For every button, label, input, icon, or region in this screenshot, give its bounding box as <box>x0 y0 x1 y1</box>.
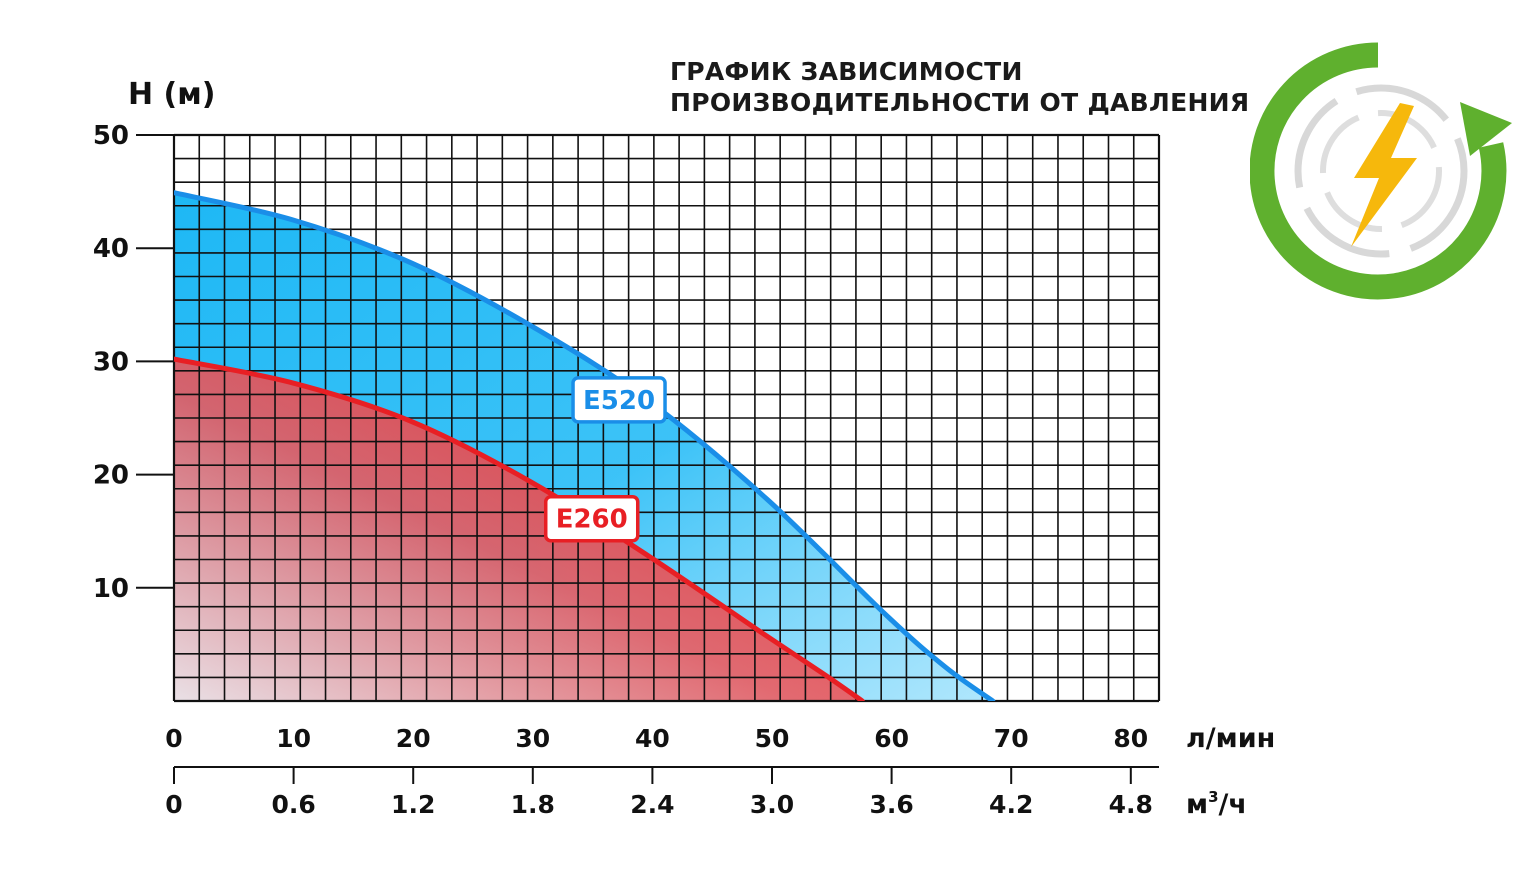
series-area-e260 <box>174 359 863 701</box>
chart-title-line-2: ПРОИЗВОДИТЕЛЬНОСТИ ОТ ДАВЛЕНИЯ <box>670 88 1250 117</box>
green-cycle-lightning-icon <box>1250 42 1512 300</box>
x-primary-tick-label: 0 <box>165 724 182 753</box>
x-secondary-tick-label: 0 <box>165 790 182 819</box>
y-tick-label: 50 <box>93 121 129 151</box>
y-axis-label: H (м) <box>128 77 216 112</box>
x-secondary-tick-label: 3.6 <box>869 790 913 819</box>
y-tick-label: 20 <box>93 461 129 491</box>
energy-saving-logo <box>1250 42 1512 300</box>
x-primary-tick-label: 30 <box>515 724 550 753</box>
cycle-arrow-head <box>1460 102 1512 156</box>
y-tick-label: 30 <box>93 347 129 377</box>
x-primary-tick-label: 60 <box>874 724 909 753</box>
x-primary-tick-label: 40 <box>635 724 670 753</box>
x-primary-tick-label: 20 <box>396 724 431 753</box>
series-label-badge-e260 <box>543 494 640 543</box>
cycle-ring <box>1250 42 1507 300</box>
x-secondary-tick-label: 1.2 <box>391 790 435 819</box>
series-label-badge-e520 <box>571 376 667 424</box>
series-label-e520: E520 <box>583 386 655 416</box>
dashed-ring-inner <box>1320 110 1442 232</box>
lightning-bolt-icon <box>1351 103 1417 247</box>
x-primary-unit-label: л/мин <box>1186 723 1275 754</box>
y-tick-label: 40 <box>93 234 129 264</box>
x-secondary-unit-label: м3/ч <box>1186 788 1247 820</box>
series-label-e260: E260 <box>556 505 628 535</box>
x-primary-tick-label: 10 <box>276 724 311 753</box>
x-primary-tick-label: 70 <box>994 724 1029 753</box>
x-secondary-tick-label: 4.8 <box>1109 790 1153 819</box>
chart-title-line-1: ГРАФИК ЗАВИСИМОСТИ <box>670 57 1023 86</box>
x-secondary-tick-label: 2.4 <box>630 790 674 819</box>
y-tick-label: 10 <box>93 574 129 604</box>
x-primary-tick-label: 50 <box>755 724 790 753</box>
x-primary-tick-label: 80 <box>1113 724 1148 753</box>
x-secondary-tick-label: 4.2 <box>989 790 1033 819</box>
x-secondary-tick-label: 0.6 <box>271 790 315 819</box>
dashed-ring-outer <box>1294 84 1468 258</box>
x-secondary-tick-label: 3.0 <box>750 790 794 819</box>
x-secondary-tick-label: 1.8 <box>511 790 555 819</box>
